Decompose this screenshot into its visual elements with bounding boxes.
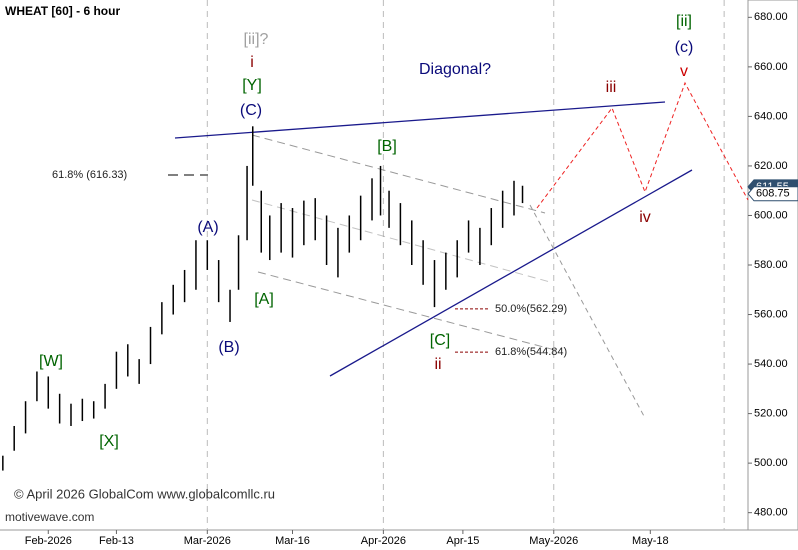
wave-label: [W]: [39, 353, 63, 370]
labels: 480.00 500.00 520.00 540.00 560.00 580.00 600.…: [25, 11, 798, 547]
x-tick-label: May-18: [632, 535, 669, 547]
wave-label: iv: [639, 209, 651, 226]
wave-label: [C]: [430, 332, 450, 349]
x-tick-label: Feb-13: [99, 535, 134, 547]
copyright: © April 2026 GlobalCom www.globalcomllc.…: [14, 486, 275, 501]
fib-label: 50.0%(562.29): [495, 303, 567, 315]
chart-title: WHEAT [60] - 6 hour: [5, 4, 120, 18]
channel-line: [251, 134, 546, 214]
wave-label: (C): [240, 102, 262, 119]
x-tick-label: Apr-15: [446, 535, 479, 547]
wave-label: [X]: [99, 433, 119, 450]
y-tick-label: 660.00: [754, 61, 788, 73]
y-tick-label: 480.00: [754, 507, 788, 519]
y-tick-label: 580.00: [754, 259, 788, 271]
x-tick-label: Mar-16: [275, 535, 310, 547]
wave-label: ii: [434, 356, 441, 373]
wave-label: i: [250, 54, 254, 71]
wave-label: [A]: [254, 291, 274, 308]
x-tick-label: Apr-2026: [361, 535, 406, 547]
upper-trendline: [174, 101, 666, 139]
wave-label: (B): [218, 339, 239, 356]
y-tick-label: 620.00: [754, 160, 788, 172]
x-tick-label: May-2026: [529, 535, 578, 547]
wave-label: (c): [675, 39, 694, 56]
y-tick-label: 680.00: [754, 11, 788, 23]
wave-label: [Y]: [242, 77, 262, 94]
price-tag-label: 608.75: [756, 188, 790, 200]
price-bars: [2, 126, 524, 471]
lower-trendline: [329, 169, 693, 377]
alt-projection: [529, 204, 646, 419]
x-tick-label: Feb-2026: [25, 535, 72, 547]
wave-label: [ii]?: [244, 31, 269, 48]
x-tick-label: Mar-2026: [184, 535, 231, 547]
y-tick-label: 640.00: [754, 110, 788, 122]
y-tick-label: 520.00: [754, 408, 788, 420]
wave-label: iii: [606, 79, 617, 96]
wave-label: (A): [197, 219, 218, 236]
annotation: Diagonal?: [419, 61, 491, 78]
fib-label: 61.8% (616.33): [52, 169, 127, 181]
wave-label: [ii]: [676, 13, 692, 30]
y-tick-label: 500.00: [754, 457, 788, 469]
wave-label: v: [680, 63, 688, 80]
y-tick-label: 560.00: [754, 308, 788, 320]
fib-label: 61.8%(544.84): [495, 346, 567, 358]
watermark: motivewave.com: [5, 510, 94, 524]
y-tick-label: 600.00: [754, 209, 788, 221]
price-axis: [747, 0, 798, 531]
price-tag: [747, 186, 798, 202]
wave-label: [B]: [377, 138, 397, 155]
y-tick-label: 540.00: [754, 358, 788, 370]
